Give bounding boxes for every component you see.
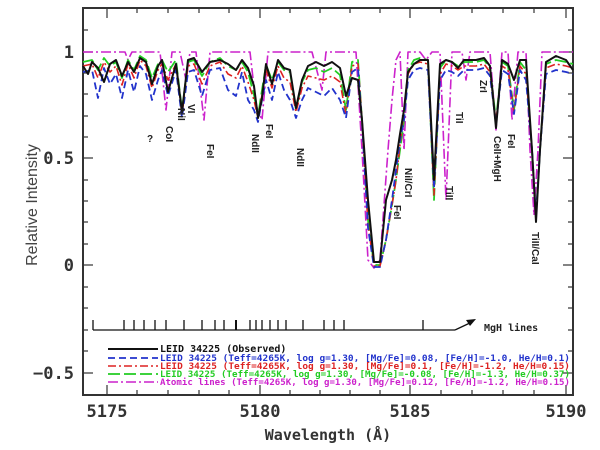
legend-label-atomic: Atomic lines (Teff=4265K, log g=1.30, [M… <box>160 377 570 388</box>
x-ticks <box>106 8 567 395</box>
legend-label-observed: LEID 34225 (Observed) <box>160 344 286 355</box>
label-ceii-mgh: CeII+MgH <box>491 136 502 182</box>
mgh-markers <box>92 319 476 331</box>
line-labels: ? CoI NiI VI FeI NdII FeI NdII NiI/CrI F… <box>147 80 540 265</box>
label-nii-cri: NiI/CrI <box>402 168 413 198</box>
y-tick-label-neg0.5: −0.5 <box>33 364 74 384</box>
label-question: ? <box>147 134 153 145</box>
series-observed <box>82 55 574 263</box>
label-tiii-cai: TiII/CaI <box>529 232 540 265</box>
y-axis-title: Relative Intensity <box>24 144 41 266</box>
label-fei-2: FeI <box>263 124 274 139</box>
y-tick-label-1: 1 <box>64 43 74 63</box>
label-nii: NiI <box>175 108 186 121</box>
label-tiii-1: TiII <box>443 186 454 200</box>
y-tick-label-0: 0 <box>64 256 74 276</box>
x-axis-title: Wavelength (Å) <box>265 425 391 444</box>
x-tick-label-5180: 5180 <box>240 402 281 422</box>
label-fei-1: FeI <box>204 144 215 159</box>
label-ndii-2: NdII <box>294 148 305 167</box>
label-coi: CoI <box>163 126 174 142</box>
label-ndii-1: NdII <box>249 134 260 153</box>
x-tick-label-5185: 5185 <box>390 402 431 422</box>
legend-label-blue: LEID 34225 (Teff=4265K, log g=1.30, [Mg/… <box>160 354 570 364</box>
legend: LEID 34225 (Observed) LEID 34225 (Teff=4… <box>108 344 570 388</box>
label-fei-3: FeI <box>391 205 402 220</box>
x-tick-label-5175: 5175 <box>87 402 128 422</box>
label-tii: TiI <box>453 112 464 124</box>
legend-label-red: LEID 34225 (Teff=4265K, log g=1.30, [Mg/… <box>160 362 570 372</box>
y-ticks <box>83 29 573 374</box>
label-vi: VI <box>185 104 196 114</box>
mgh-lines-label: MgH lines <box>484 322 538 334</box>
spectra <box>82 51 574 269</box>
label-zri: ZrI <box>477 80 488 93</box>
y-tick-label-0.5: 0.5 <box>43 149 74 169</box>
series-atomic-lines <box>83 51 573 269</box>
legend-label-green: LEID 34225 (Teff=4265K, log g=1.30, [Mg/… <box>160 370 570 380</box>
x-tick-label-5190: 5190 <box>546 402 587 422</box>
label-fei-4: FeI <box>505 134 516 149</box>
series-model-blue <box>82 65 574 268</box>
